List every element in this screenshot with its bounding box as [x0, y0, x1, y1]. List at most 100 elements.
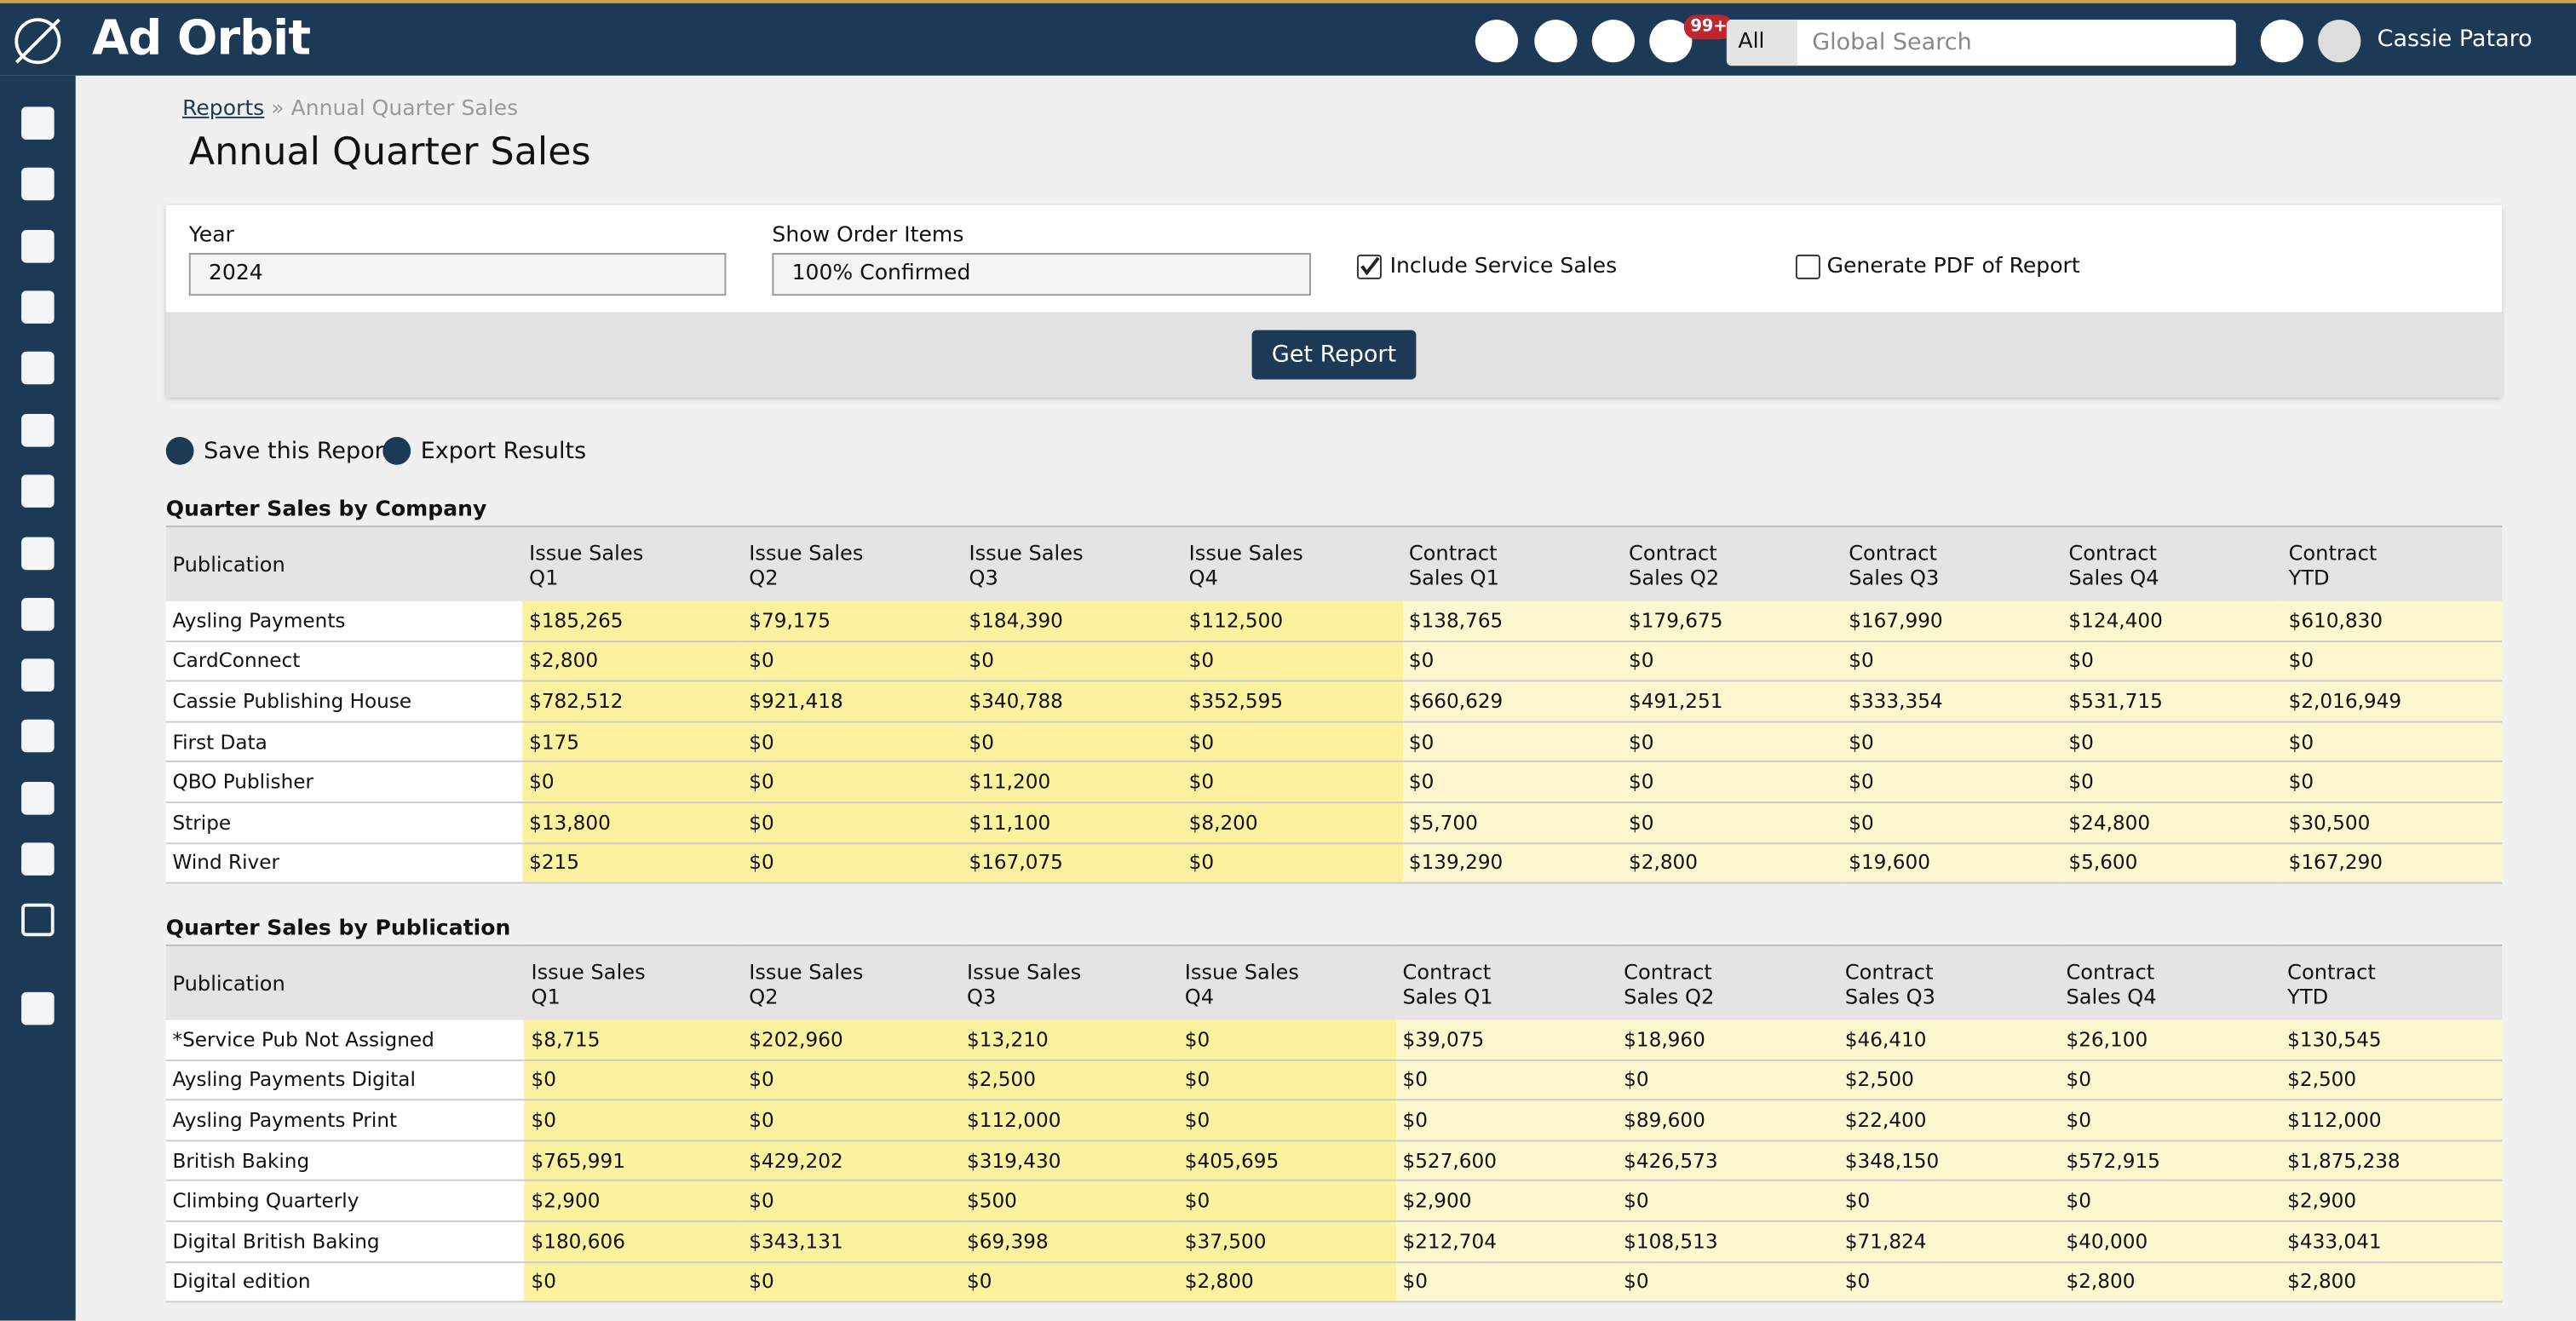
sales-cell: $0 — [1178, 1180, 1396, 1222]
sales-cell: $2,016,949 — [2281, 681, 2503, 723]
year-select[interactable]: 2024 — [188, 252, 727, 296]
table-row: Wind River $215 $0 $167,075 $0 $139,290 $2,800… — [165, 842, 2503, 884]
sidebar-icon[interactable] — [21, 537, 55, 571]
sales-cell: $765,991 — [524, 1140, 743, 1182]
app-icon[interactable] — [10, 13, 66, 69]
sidebar-icon[interactable] — [21, 991, 55, 1025]
sidebar-icon[interactable] — [21, 229, 55, 263]
publication-cell: Aysling Payments Digital — [165, 1060, 525, 1101]
add-button[interactable] — [1475, 20, 1518, 63]
service-checkbox[interactable] — [1356, 254, 1382, 279]
breadcrumb-current: » Annual Quarter Sales — [271, 96, 519, 122]
column-header-text: Contract Sales Q2 — [1624, 958, 1715, 1008]
sales-cell: $0 — [1402, 640, 1623, 682]
sidebar-icon[interactable] — [21, 597, 55, 631]
column-header: Publication — [165, 944, 525, 1020]
export-icon — [382, 436, 411, 465]
column-header-text: Publication — [172, 551, 285, 577]
sidebar-icon[interactable] — [21, 290, 55, 324]
publication-cell: Aysling Payments — [165, 600, 523, 642]
table-body: Aysling Payments $185,265 $79,175 $184,390 $… — [165, 600, 2503, 884]
sales-cell: $2,500 — [1838, 1060, 2060, 1101]
avatar[interactable] — [2318, 20, 2361, 63]
column-header: Publication — [165, 526, 523, 601]
sidebar-icon[interactable] — [21, 658, 55, 692]
column-header: Contract Sales Q4 — [2061, 526, 2282, 601]
sales-cell: $0 — [1622, 640, 1843, 682]
link-button[interactable] — [1534, 20, 1578, 63]
sales-cell: $0 — [742, 721, 963, 763]
column-header-text: Issue Sales Q1 — [529, 539, 644, 589]
sidebar-icon[interactable] — [21, 781, 55, 815]
publication-cell: *Service Pub Not Assigned — [165, 1019, 525, 1061]
sales-cell: $0 — [524, 1060, 743, 1101]
table-row: Aysling Payments Print $0 $0 $112,000 $0 $0 $8… — [165, 1100, 2503, 1141]
sidebar-icon[interactable] — [21, 106, 55, 140]
help-button[interactable] — [2260, 20, 2303, 63]
sales-cell: $175 — [522, 721, 743, 763]
sales-cell: $0 — [1182, 640, 1403, 682]
table-row: First Data $175 $0 $0 $0 $0 $0 $0 $0 $0 — [165, 721, 2503, 763]
sales-cell: $0 — [962, 640, 1182, 682]
sales-cell: $426,573 — [1617, 1140, 1839, 1182]
sales-cell: $782,512 — [522, 681, 743, 723]
sales-cell: $0 — [1617, 1060, 1839, 1101]
form-fields: Year 2024 Show Order Items 100% Confirme… — [165, 205, 2503, 313]
sales-cell: $0 — [2059, 1060, 2281, 1101]
sales-cell: $0 — [742, 761, 963, 803]
sidebar-icon[interactable] — [21, 413, 55, 447]
column-header-text: Issue Sales Q2 — [749, 958, 864, 1008]
sidebar-icon[interactable] — [21, 351, 55, 385]
items-select[interactable]: 100% Confirmed — [772, 252, 1311, 296]
search-scope[interactable]: All — [1726, 20, 1797, 66]
search-box[interactable]: All Global Search — [1726, 20, 2236, 66]
sidebar-icon[interactable] — [21, 903, 55, 937]
sidebar-icon[interactable] — [21, 719, 55, 753]
sales-cell: $921,418 — [742, 681, 963, 723]
sidebar-icon[interactable] — [21, 842, 55, 876]
sales-cell: $0 — [522, 761, 743, 803]
header-row: Publication Issue Sales Q1 Issue Sales Q2 I… — [165, 526, 2503, 601]
table-row: *Service Pub Not Assigned $8,715 $202,960 $… — [165, 1019, 2503, 1061]
get-report-button[interactable]: Get Report — [1251, 330, 1417, 380]
sales-cell: $0 — [1178, 1060, 1396, 1101]
publication-cell: First Data — [165, 721, 523, 763]
sales-cell: $0 — [742, 1261, 961, 1303]
publication-cell: British Baking — [165, 1140, 525, 1182]
column-header: Contract Sales Q3 — [1842, 526, 2062, 601]
sales-cell: $0 — [1842, 802, 2062, 844]
publication-cell: Climbing Quarterly — [165, 1180, 525, 1222]
page-title: Annual Quarter Sales — [188, 131, 591, 175]
column-header-text: Issue Sales Q1 — [531, 958, 646, 1008]
save-report[interactable]: Save this Report — [165, 436, 394, 465]
sales-cell: $0 — [742, 1180, 961, 1222]
sales-cell: $89,600 — [1617, 1100, 1839, 1141]
column-header-text: Contract YTD — [2288, 539, 2378, 589]
save-label: Save this Report — [204, 438, 394, 465]
publication-cell: Digital British Baking — [165, 1220, 525, 1263]
column-header: Issue Sales Q4 — [1178, 944, 1396, 1020]
sales-cell: $0 — [1842, 721, 2062, 763]
user-menu[interactable]: Cassie Pataro — [2377, 26, 2533, 53]
table-row: Stripe $13,800 $0 $11,100 $8,200 $5,700 $0 $0 $2… — [165, 802, 2503, 844]
sales-cell: $130,545 — [2280, 1019, 2503, 1061]
sales-cell: $0 — [1182, 761, 1403, 803]
sales-cell: $11,200 — [962, 761, 1182, 803]
table-row: QBO Publisher $0 $0 $11,200 $0 $0 $0 $0 $0 $0 — [165, 761, 2503, 803]
sales-cell: $319,430 — [960, 1140, 1179, 1182]
sidebar-icon[interactable] — [21, 167, 55, 201]
logo[interactable]: Ad Orbit — [91, 9, 311, 66]
export-results[interactable]: Export Results — [382, 436, 586, 465]
top-bar: Ad Orbit 99+ All Global Search Cassie Pa… — [0, 0, 2576, 76]
sales-cell: $26,100 — [2059, 1019, 2281, 1061]
sales-cell: $46,410 — [1838, 1019, 2060, 1061]
sales-cell: $0 — [1622, 721, 1843, 763]
history-button[interactable] — [1591, 20, 1635, 63]
column-header: Issue Sales Q1 — [524, 944, 743, 1020]
sales-cell: $500 — [960, 1180, 1179, 1222]
sidebar-icon[interactable] — [21, 474, 55, 508]
sales-cell: $2,800 — [1178, 1261, 1396, 1303]
breadcrumb-link[interactable]: Reports — [182, 96, 265, 122]
pdf-checkbox[interactable] — [1795, 254, 1820, 279]
sales-cell: $0 — [2059, 1100, 2281, 1141]
